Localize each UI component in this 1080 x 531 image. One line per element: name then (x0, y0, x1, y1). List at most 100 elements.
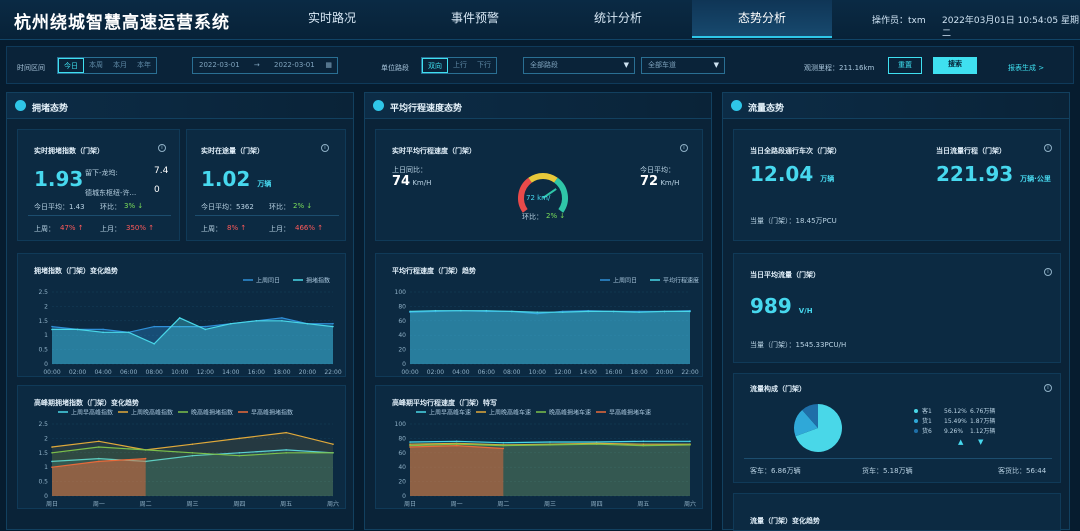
y-tick-label: 0 (44, 493, 48, 500)
x-tick-label: 02:00 (69, 369, 86, 376)
r1-value: 7.4 (154, 166, 169, 176)
data-point (409, 444, 411, 447)
lane-select[interactable]: 全部车道 ▼ (641, 57, 725, 74)
data-point (191, 443, 194, 445)
congestion-header: 拥堵态势 (7, 93, 353, 119)
x-tick-label: 周六 (684, 500, 696, 508)
speed-card-title: 实时平均行程速度（门架） (392, 147, 476, 155)
triangle-down-icon[interactable]: ▼ (978, 438, 984, 446)
data-point (612, 310, 615, 313)
time-range-toggle: 今日 本周 本月 本年 (57, 57, 157, 74)
last-day-unit: Km/H (412, 179, 432, 187)
legend-label: 晚高峰拥堵车速 (549, 409, 591, 417)
calendar-icon: ▦ (325, 61, 332, 69)
pie-slice (795, 404, 842, 452)
x-tick-label: 周五 (637, 501, 649, 508)
series-line (409, 310, 690, 313)
time-today[interactable]: 今日 (58, 58, 84, 73)
x-tick-label: 周二 (497, 501, 509, 508)
index-month: 350% ↑ (126, 224, 155, 232)
time-year[interactable]: 本年 (137, 61, 151, 69)
composition-title: 流量构成（门架） (750, 385, 806, 393)
x-tick-label: 周四 (233, 501, 245, 508)
legend-label: 上周同日 (256, 277, 280, 285)
flow-avg-value: 989 (750, 294, 792, 318)
divider (744, 458, 1052, 459)
flow-total-title: 当日全路段通行车次（门架） (750, 147, 841, 155)
y-tick-label: 0 (402, 361, 406, 368)
x-tick-label: 04:00 (452, 369, 469, 376)
data-point (98, 440, 100, 443)
dir-up[interactable]: 上行 (453, 61, 467, 69)
report-link[interactable]: 报表生成 > (1008, 64, 1045, 72)
triangle-up-icon[interactable]: ▲ (958, 438, 964, 446)
flow-trend-title: 流量（门架）变化趋势 (750, 517, 820, 525)
data-point (204, 325, 207, 328)
search-button[interactable]: 搜索 (933, 57, 977, 74)
flow-mileage-title: 当日流量行程（门架） (936, 147, 1006, 155)
tab-event-warning[interactable]: 事件预警 (450, 11, 499, 25)
data-point (549, 444, 551, 446)
time-label: 时间区间 (17, 64, 45, 72)
today-avg-label: 今日平均： (640, 166, 675, 174)
speed-panel: 平均行程速度态势 实时平均行程速度（门架） i 上日同比： 74 Km/H 72… (364, 92, 712, 530)
speed-card: 实时平均行程速度（门架） i 上日同比： 74 Km/H 72 km/ 环比： … (375, 129, 703, 241)
data-point (642, 443, 645, 445)
time-week[interactable]: 本周 (89, 61, 103, 69)
legend-label: 上周晚高峰指数 (131, 409, 173, 417)
legend-label: 早高峰拥堵指数 (251, 409, 293, 417)
speed-trend-title: 平均行程速度（门架）趋势 (392, 267, 476, 275)
tab-statistics[interactable]: 统计分析 (593, 11, 642, 25)
tab-situation[interactable]: 态势分析 (692, 0, 832, 38)
data-point (144, 449, 147, 451)
y-tick-label: 100 (395, 421, 407, 428)
info-icon[interactable]: i (158, 144, 166, 152)
data-point (638, 311, 640, 313)
composition-val: 1.12万辆 (970, 428, 996, 435)
x-tick-label: 周六 (327, 500, 339, 508)
congestion-icon (15, 100, 26, 111)
info-icon[interactable]: i (680, 144, 688, 152)
info-icon[interactable]: i (1044, 384, 1052, 392)
date-range-picker[interactable]: 2022-03-01 → 2022-03-01 ▦ (192, 57, 338, 74)
x-tick-label: 08:00 (503, 369, 520, 376)
data-point (51, 446, 53, 448)
composition-pie (794, 404, 842, 452)
last-day-value: 74 (392, 174, 411, 189)
flow-total-unit: 万辆 (820, 175, 835, 183)
info-icon[interactable]: i (321, 144, 329, 152)
data-point (549, 441, 551, 443)
data-point (455, 444, 458, 447)
x-tick-label: 周三 (544, 501, 556, 508)
r2-label: 德城东枢纽-许... (85, 189, 137, 197)
legend-dot (914, 419, 918, 423)
data-point (434, 309, 437, 312)
dir-down[interactable]: 下行 (477, 61, 491, 69)
data-point (460, 309, 462, 312)
time-month[interactable]: 本月 (113, 61, 127, 69)
lane-select-value: 全部车道 (648, 61, 676, 69)
dir-both[interactable]: 双向 (422, 58, 448, 73)
data-point (230, 322, 232, 325)
index-avg: 今日平均：1.43 (34, 203, 85, 211)
data-point (485, 309, 488, 312)
info-icon[interactable]: i (1044, 268, 1052, 276)
reset-button[interactable]: 重置 (888, 57, 922, 74)
data-point (332, 452, 334, 454)
info-icon[interactable]: i (1044, 144, 1052, 152)
y-tick-label: 0 (44, 361, 48, 368)
speed-peak-card: 高峰期平均行程速度（门架）特写 上周早高峰车速 上周晚高峰车速 晚高峰拥堵车速 早高峰… (375, 385, 703, 509)
y-tick-label: 0.5 (38, 479, 48, 486)
series-line (51, 317, 333, 333)
flow-mileage-value: 221.93 (936, 162, 1014, 186)
road-select[interactable]: 全部路段 ▼ (523, 57, 635, 74)
data-point (178, 325, 181, 328)
date-end: 2022-03-01 (274, 61, 315, 69)
header: 杭州绕城智慧高速运营系统 实时路况 事件预警 统计分析 态势分析 操作员：txm… (0, 0, 1080, 40)
data-point (285, 431, 287, 434)
tab-realtime[interactable]: 实时路况 (307, 11, 356, 25)
unit-label: 单位路段 (381, 64, 409, 72)
y-tick-label: 20 (398, 347, 406, 354)
x-tick-label: 周五 (280, 501, 292, 508)
congestion-trend-chart: 上周同日 拥堵指数 2.5 2 1.5 1 0.5 000:00 02:00 04:00 06:00… (38, 277, 341, 377)
